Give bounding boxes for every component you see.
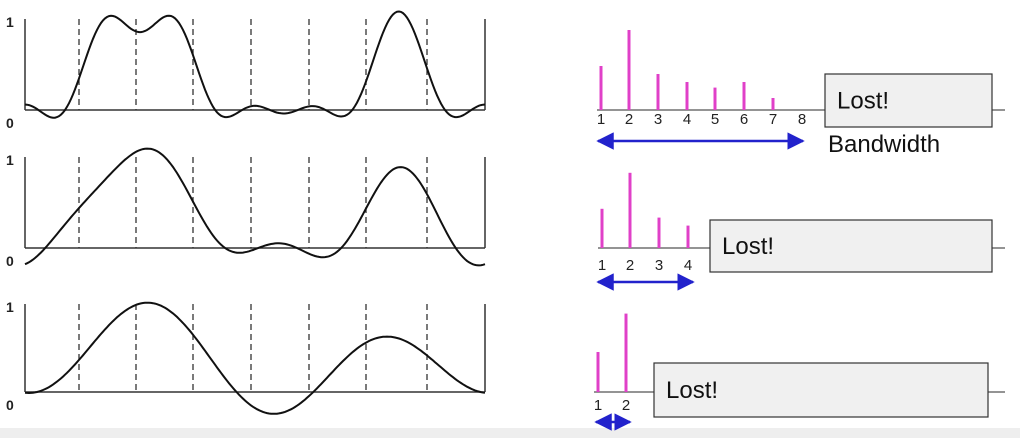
bottom-strip xyxy=(0,428,1020,438)
lost-box xyxy=(824,73,993,128)
harmonic-bar xyxy=(596,352,600,392)
harmonic-bar xyxy=(627,30,631,110)
harmonic-label: 8 xyxy=(798,111,806,128)
lost-box xyxy=(653,362,989,418)
axis-label: 1 xyxy=(6,14,14,30)
axis-label: 1 xyxy=(6,299,14,315)
harmonic-label: 4 xyxy=(684,257,692,274)
harmonic-label: 2 xyxy=(626,257,634,274)
harmonic-bar xyxy=(742,82,746,110)
harmonic-label: 3 xyxy=(655,257,663,274)
harmonic-label: 2 xyxy=(625,111,633,128)
lost-box xyxy=(709,219,993,273)
axis-label: 0 xyxy=(6,397,14,413)
harmonic-label: 2 xyxy=(622,397,630,414)
harmonic-label: 4 xyxy=(683,111,691,128)
harmonic-bar xyxy=(771,98,775,110)
harmonic-label: 1 xyxy=(598,257,606,274)
harmonic-bar xyxy=(656,74,660,110)
harmonic-label: 1 xyxy=(594,397,602,414)
waveform xyxy=(24,147,486,267)
bandwidth-label: Bandwidth xyxy=(828,131,940,158)
harmonic-bar xyxy=(624,313,628,392)
harmonic-bar xyxy=(657,217,661,248)
harmonic-bar xyxy=(628,172,632,248)
axis-label: 0 xyxy=(6,253,14,269)
lost-label: Lost! xyxy=(722,233,774,260)
harmonic-bar xyxy=(685,82,689,110)
harmonic-label: 1 xyxy=(597,111,605,128)
waveform xyxy=(24,10,486,119)
harmonic-bar xyxy=(713,87,717,110)
lost-label: Lost! xyxy=(666,377,718,404)
harmonic-bar xyxy=(686,225,690,248)
harmonic-label: 5 xyxy=(711,111,719,128)
harmonic-bar xyxy=(599,66,603,110)
harmonic-label: 3 xyxy=(654,111,662,128)
harmonic-label: 7 xyxy=(769,111,777,128)
harmonic-bar xyxy=(600,208,604,248)
lost-label: Lost! xyxy=(837,88,889,115)
waveform xyxy=(24,301,486,415)
harmonic-label: 6 xyxy=(740,111,748,128)
axis-label: 0 xyxy=(6,115,14,131)
axis-label: 1 xyxy=(6,152,14,168)
